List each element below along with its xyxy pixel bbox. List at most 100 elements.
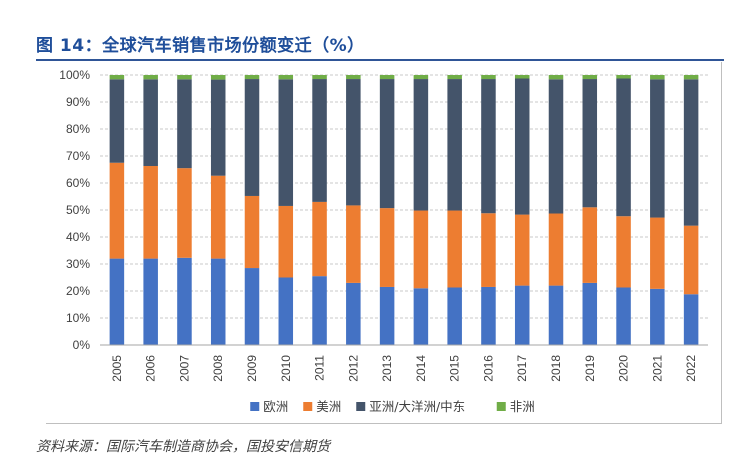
bar-segment — [582, 75, 598, 80]
bar-segment — [616, 216, 631, 288]
legend: 欧洲 美洲 亚洲/大洋洲/中东 非洲 — [250, 399, 535, 414]
legend-swatch — [356, 402, 366, 411]
bar-segment — [244, 195, 260, 269]
bar-segment — [650, 288, 665, 345]
bar-segment — [109, 258, 125, 345]
bar-segment — [548, 79, 564, 214]
bar-segment — [514, 214, 530, 286]
x-tick-label: 2011 — [313, 355, 327, 381]
bar-segment — [346, 75, 361, 80]
bar-segment — [143, 258, 158, 345]
x-tick-label: 2010 — [279, 355, 293, 382]
bar-segment — [413, 288, 429, 345]
bar-segment — [346, 79, 361, 206]
x-tick-label: 2014 — [414, 355, 428, 382]
bar-segment — [278, 277, 294, 345]
x-tick-label: 2018 — [549, 355, 563, 382]
y-tick-label: 30% — [66, 257, 90, 271]
x-tick-label: 2017 — [515, 355, 529, 382]
x-tick-label: 2022 — [684, 355, 698, 382]
bar-segment — [616, 287, 631, 345]
y-tick-label: 100% — [59, 68, 90, 82]
y-tick-label: 60% — [66, 176, 90, 190]
bar-segment — [650, 217, 665, 289]
bar-segment — [210, 79, 226, 176]
y-tick-label: 0% — [73, 338, 91, 352]
bar-segment — [278, 79, 294, 206]
bar-segment — [109, 162, 125, 259]
bar-segment — [683, 75, 699, 80]
bar-segment — [109, 75, 125, 80]
x-tick-label: 2007 — [177, 355, 191, 382]
y-tick-label: 90% — [66, 95, 90, 109]
bar-segment — [582, 79, 598, 208]
bar-segment — [278, 75, 294, 80]
bar-segment — [683, 79, 699, 226]
legend-label: 美洲 — [316, 399, 341, 414]
bar-segment — [379, 75, 395, 80]
bar-segment — [413, 210, 429, 289]
bar-segment — [616, 75, 631, 79]
bar-segment — [177, 257, 192, 345]
bar-segment — [548, 213, 564, 286]
bar-segment — [481, 213, 496, 287]
bar-segment — [447, 210, 462, 288]
bar-segment — [244, 268, 260, 345]
bar-segment — [278, 205, 294, 278]
x-tick-label: 2021 — [650, 355, 664, 382]
x-tick-label: 2012 — [346, 355, 360, 382]
title-underline — [36, 59, 724, 61]
bar-segment — [548, 75, 564, 80]
bar-segment — [143, 79, 158, 166]
chart-title: 图 14：全球汽车销售市场份额变迁（%） — [36, 36, 365, 56]
bar-segment — [481, 79, 496, 214]
bar-segment — [447, 75, 462, 80]
y-tick-label: 40% — [66, 230, 90, 244]
bar-segment — [447, 287, 462, 345]
legend-label: 亚洲/大洋洲/中东 — [369, 399, 465, 414]
bar-segment — [379, 286, 395, 345]
bar-segment — [143, 165, 158, 259]
x-tick-label: 2005 — [110, 355, 124, 382]
bar-segment — [514, 285, 530, 345]
bar-segment — [143, 75, 158, 80]
bar-segment — [514, 75, 530, 79]
y-tick-label: 80% — [66, 122, 90, 136]
bar-segment — [582, 207, 598, 283]
legend-swatch — [303, 402, 313, 411]
bar-segment — [312, 276, 327, 345]
gridlines — [100, 74, 708, 319]
source-note: 资料来源：国际汽车制造商协会，国投安信期货 — [36, 439, 330, 455]
x-tick-label: 2016 — [481, 355, 495, 382]
bar-segment — [346, 205, 361, 283]
bar-segment — [210, 175, 226, 259]
y-tick-label: 70% — [66, 149, 90, 163]
bars — [109, 75, 699, 345]
bar-segment — [413, 79, 429, 211]
bar-segment — [244, 79, 260, 196]
bar-segment — [413, 75, 429, 80]
legend-swatch — [250, 402, 260, 411]
bar-segment — [650, 79, 665, 218]
bar-segment — [210, 75, 226, 80]
bar-segment — [312, 79, 327, 202]
axes: 0% 10% 20% 30% 40% 50% 60% 70% 80% 90% 100% 2005 200… — [59, 68, 708, 382]
bar-segment — [447, 79, 462, 211]
bar-segment — [177, 79, 192, 169]
x-tick-label: 2019 — [583, 355, 597, 382]
x-tick-label: 2015 — [448, 355, 462, 382]
x-tick-label: 2009 — [245, 355, 259, 382]
bar-segment — [548, 285, 564, 345]
bar-segment — [109, 79, 125, 163]
bar-segment — [379, 79, 395, 209]
bar-segment — [481, 286, 496, 345]
x-tick-label: 2013 — [380, 355, 394, 382]
bar-segment — [481, 75, 496, 80]
bar-segment — [582, 282, 598, 345]
bar-segment — [244, 75, 260, 80]
bar-segment — [514, 78, 530, 215]
bar-segment — [683, 294, 699, 345]
y-tick-label: 20% — [66, 284, 90, 298]
bar-segment — [683, 225, 699, 295]
